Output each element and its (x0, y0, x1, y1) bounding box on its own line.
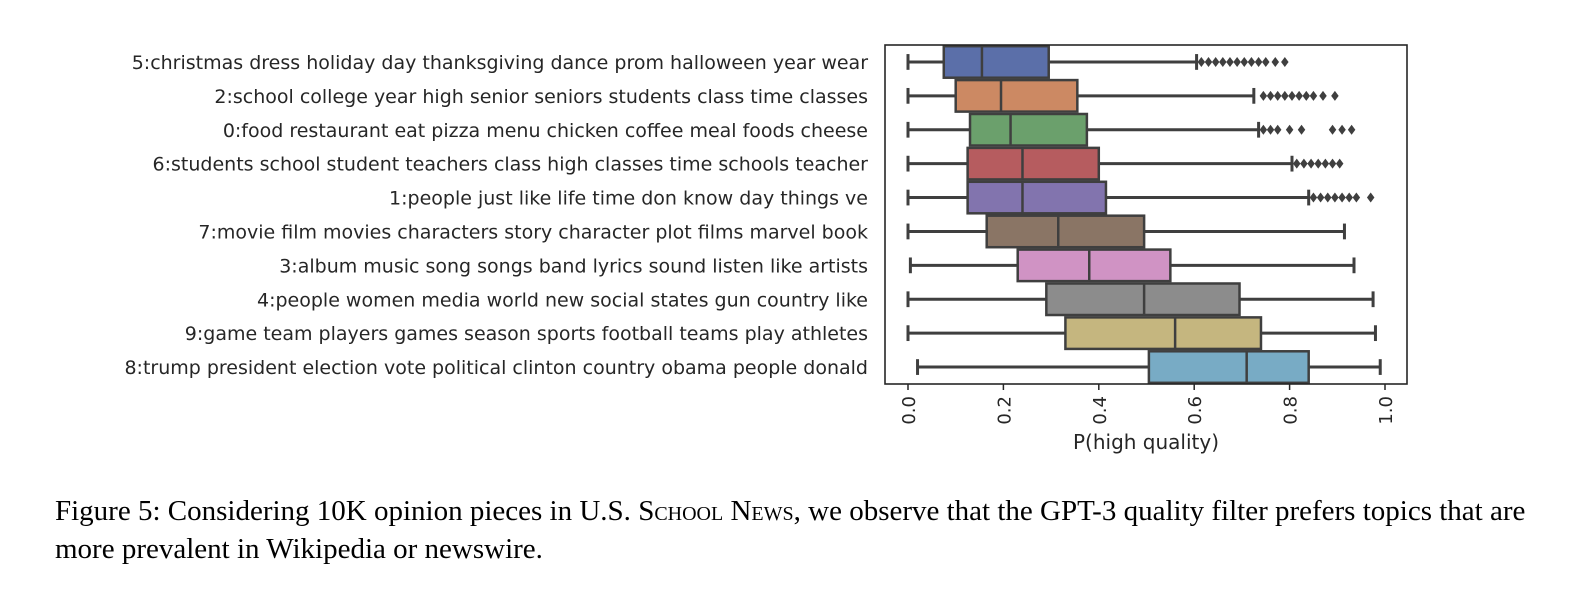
box-group (916, 350, 1382, 385)
outlier-point (1366, 192, 1375, 203)
box-group (906, 214, 1346, 249)
category-labels: 5:christmas dress holiday day thanksgivi… (124, 52, 868, 379)
outlier-point (1266, 90, 1275, 101)
x-tick-label: 0.2 (994, 396, 1015, 425)
iqr-box (985, 214, 1146, 249)
outlier-point (1211, 56, 1220, 67)
outlier-point (1309, 90, 1318, 101)
outlier-point (1302, 90, 1311, 101)
caption-suffix: , we observe that the GPT-3 quality filt… (55, 495, 1526, 565)
box-group (906, 44, 1289, 79)
iqr-box (1016, 248, 1172, 283)
outlier-point (1331, 192, 1339, 203)
outlier-point (1321, 158, 1330, 169)
outlier-point (1314, 158, 1322, 169)
outlier-point (1204, 56, 1213, 67)
outlier-point (1273, 90, 1282, 101)
outlier-point (1281, 56, 1289, 67)
outlier-point (1338, 124, 1346, 135)
x-axis-label: P(high quality) (1073, 430, 1219, 454)
category-label: 6:students school student teachers class… (153, 154, 869, 176)
category-label: 9:game team players games season sports … (185, 323, 868, 345)
outlier-point (1352, 192, 1361, 203)
figure-caption: Figure 5: Considering 10K opinion pieces… (55, 492, 1535, 568)
box-group (906, 180, 1375, 215)
category-label: 8:trump president election vote politica… (124, 357, 868, 379)
outlier-point (1247, 56, 1256, 67)
caption-prefix: Figure 5: Considering 10K opinion pieces… (55, 495, 639, 527)
x-tick-label: 0.4 (1090, 396, 1111, 425)
outlier-point (1316, 192, 1325, 203)
x-tick-label: 0.0 (899, 396, 920, 425)
outlier-point (1288, 90, 1296, 101)
outlier-point (1293, 158, 1301, 169)
box-group (906, 282, 1375, 317)
iqr-box (942, 44, 1050, 79)
iqr-box (966, 180, 1108, 215)
iqr-box (1147, 350, 1310, 385)
caption-school: School (638, 495, 724, 527)
box-group (906, 112, 1356, 147)
category-label: 3:album music song songs band lyrics sou… (279, 255, 868, 277)
outlier-point (1324, 192, 1332, 203)
category-label: 4:people women media world new social st… (257, 289, 868, 311)
outlier-point (1262, 56, 1270, 67)
outlier-point (1347, 124, 1356, 135)
x-tick-label: 1.0 (1376, 396, 1397, 425)
outlier-point (1254, 56, 1263, 67)
x-axis-ticks: 0.0 0.2 0.4 0.6 0.8 1.0 (899, 384, 1397, 425)
boxplot-chart: 5:christmas dress holiday day thanksgivi… (124, 44, 1408, 454)
outlier-point (1240, 56, 1249, 67)
outlier-point (1259, 90, 1268, 101)
outlier-point (1328, 124, 1337, 135)
outlier-point (1233, 56, 1241, 67)
outlier-point (1331, 90, 1339, 101)
outlier-point (1300, 158, 1308, 169)
boxes (906, 44, 1382, 385)
category-label: 7:movie film movies characters story cha… (198, 221, 868, 243)
category-label: 0:food restaurant eat pizza menu chicken… (223, 120, 868, 142)
plot-frame (884, 44, 1408, 385)
box-group (906, 146, 1344, 181)
box-group (908, 248, 1356, 283)
outlier-point (1307, 158, 1315, 169)
outlier-point (1297, 124, 1306, 135)
outlier-point (1328, 158, 1337, 169)
category-label: 5:christmas dress holiday day thanksgivi… (132, 52, 868, 74)
outlier-point (1273, 124, 1282, 135)
outlier-point (1226, 56, 1234, 67)
outlier-point (1335, 158, 1344, 169)
outlier-point (1338, 192, 1346, 203)
category-label: 1:people just like life time don know da… (389, 188, 868, 210)
outlier-point (1266, 124, 1275, 135)
outlier-point (1309, 192, 1318, 203)
outlier-point (1285, 124, 1294, 135)
iqr-box (966, 146, 1101, 181)
x-tick-label: 0.6 (1185, 396, 1206, 425)
iqr-box (968, 112, 1089, 147)
outlier-point (1219, 56, 1227, 67)
box-group (906, 78, 1339, 113)
outlier-point (1295, 90, 1303, 101)
outlier-point (1281, 90, 1289, 101)
outlier-point (1271, 56, 1280, 67)
outlier-point (1259, 124, 1268, 135)
category-label: 2:school college year high senior senior… (214, 86, 868, 108)
iqr-box (954, 78, 1079, 113)
caption-news: News (730, 495, 794, 527)
outlier-point (1319, 90, 1327, 101)
x-tick-label: 0.8 (1281, 396, 1302, 425)
box-group (906, 316, 1377, 351)
iqr-box (1064, 316, 1263, 351)
outlier-point (1345, 192, 1353, 203)
outlier-point (1197, 56, 1206, 67)
